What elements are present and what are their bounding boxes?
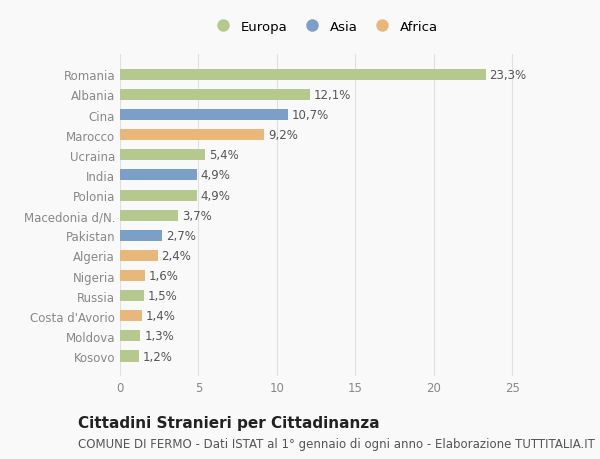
Bar: [120, 351, 139, 362]
Text: 1,5%: 1,5%: [148, 290, 177, 302]
Legend: Europa, Asia, Africa: Europa, Asia, Africa: [206, 17, 442, 38]
Text: 4,9%: 4,9%: [201, 189, 230, 202]
Bar: [120, 110, 288, 121]
Bar: [120, 130, 265, 141]
Text: Cittadini Stranieri per Cittadinanza: Cittadini Stranieri per Cittadinanza: [78, 415, 380, 431]
Text: 1,2%: 1,2%: [143, 350, 173, 363]
Bar: [120, 291, 143, 302]
Text: 23,3%: 23,3%: [490, 69, 527, 82]
Bar: [120, 230, 163, 241]
Bar: [120, 150, 205, 161]
Text: 12,1%: 12,1%: [314, 89, 351, 102]
Text: 4,9%: 4,9%: [201, 169, 230, 182]
Text: 2,7%: 2,7%: [166, 230, 196, 242]
Bar: [120, 70, 485, 81]
Text: 1,4%: 1,4%: [146, 310, 176, 323]
Bar: [120, 210, 178, 221]
Text: COMUNE DI FERMO - Dati ISTAT al 1° gennaio di ogni anno - Elaborazione TUTTITALI: COMUNE DI FERMO - Dati ISTAT al 1° genna…: [78, 437, 595, 450]
Text: 1,3%: 1,3%: [145, 330, 174, 343]
Bar: [120, 190, 197, 201]
Bar: [120, 90, 310, 101]
Bar: [120, 311, 142, 322]
Text: 5,4%: 5,4%: [209, 149, 238, 162]
Text: 10,7%: 10,7%: [292, 109, 329, 122]
Text: 9,2%: 9,2%: [268, 129, 298, 142]
Bar: [120, 270, 145, 281]
Text: 3,7%: 3,7%: [182, 209, 212, 222]
Bar: [120, 250, 158, 262]
Text: 1,6%: 1,6%: [149, 269, 179, 282]
Bar: [120, 170, 197, 181]
Text: 2,4%: 2,4%: [161, 249, 191, 263]
Bar: [120, 330, 140, 341]
